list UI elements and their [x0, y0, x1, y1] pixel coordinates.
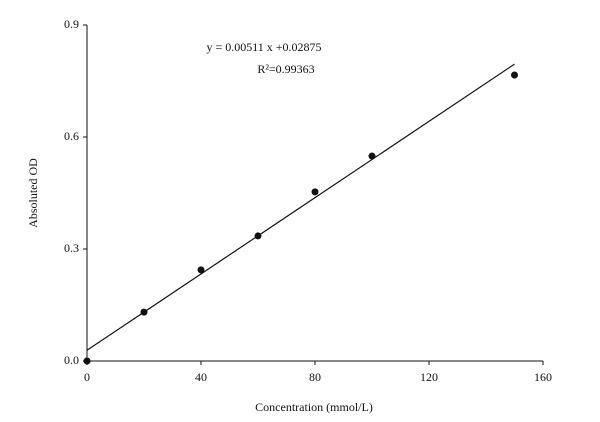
x-tick-label: 120 [420, 370, 438, 384]
y-tick-label: 0.9 [64, 17, 79, 31]
x-tick-label: 160 [534, 370, 552, 384]
x-tick-label: 80 [309, 370, 321, 384]
x-tick-label: 0 [84, 370, 90, 384]
fit-equation: y = 0.00511 x +0.02875 [206, 40, 321, 54]
data-point [140, 308, 148, 316]
data-point [197, 266, 205, 274]
x-axis-label: Concentration (mmol/L) [255, 400, 373, 414]
r-squared: R²=0.99363 [257, 62, 314, 76]
y-axis-label: Absoluted OD [26, 158, 40, 228]
data-point [83, 357, 91, 365]
y-tick-label: 0.0 [64, 353, 79, 367]
data-point [311, 188, 319, 196]
y-tick-label: 0.6 [64, 129, 79, 143]
x-tick-label: 40 [195, 370, 207, 384]
y-tick-label: 0.3 [64, 241, 79, 255]
data-point [254, 232, 262, 240]
data-point [368, 152, 376, 160]
data-point [511, 71, 518, 79]
fit-line [86, 63, 515, 351]
